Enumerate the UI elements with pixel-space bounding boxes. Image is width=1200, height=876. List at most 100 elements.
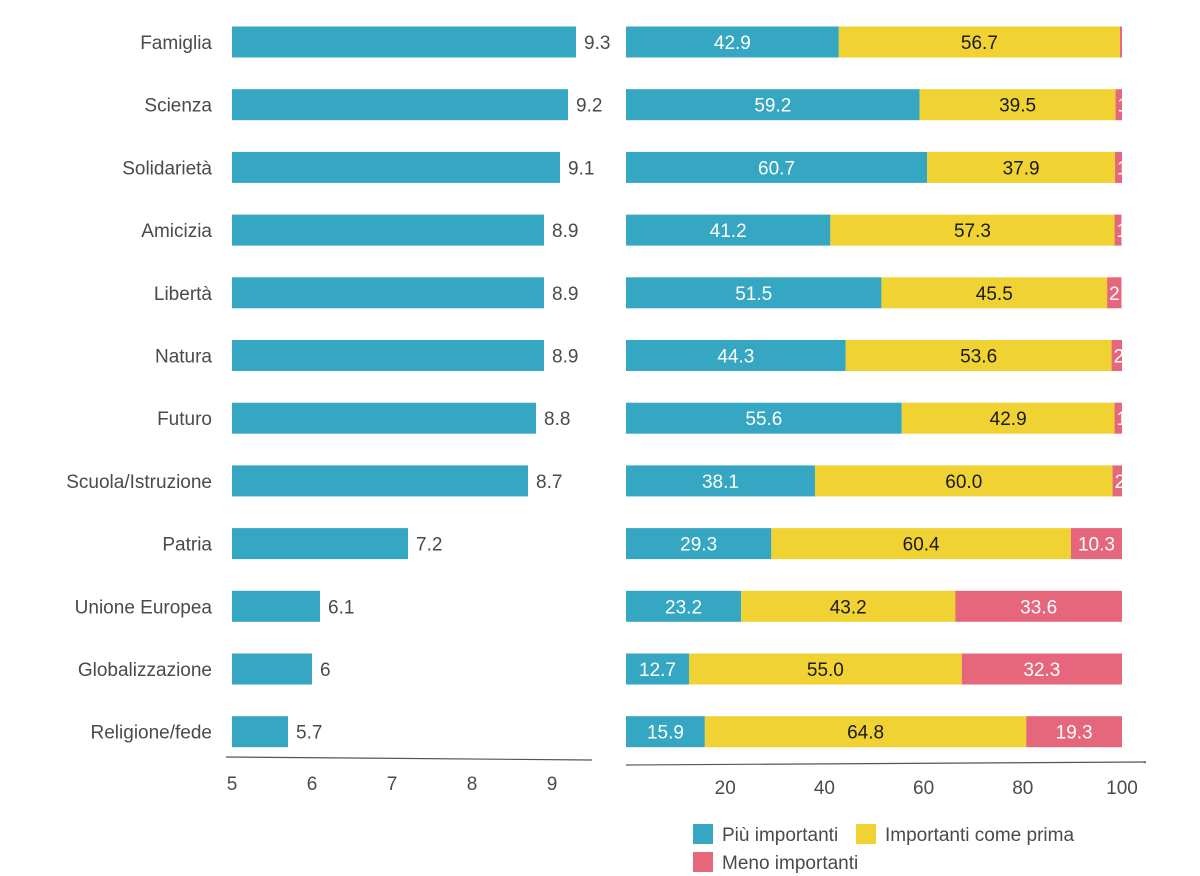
segment-value-label: 10.3 xyxy=(1078,535,1115,556)
category-label: Solidarietà xyxy=(122,158,212,179)
stacked-segment xyxy=(1070,528,1122,560)
stacked-segment xyxy=(961,653,1122,685)
segment-value-label: 1.6 xyxy=(1117,409,1143,430)
stacked-segment xyxy=(1115,151,1122,183)
category-label: Patria xyxy=(162,535,212,556)
segment-value-label: 60.0 xyxy=(945,472,982,493)
stacked-segment xyxy=(1026,716,1122,748)
segment-value-label: 51.5 xyxy=(735,284,772,305)
segment-value-label: 55.0 xyxy=(807,660,844,681)
bar-value-label: 8.9 xyxy=(552,284,578,305)
segment-value-label: 43.2 xyxy=(830,597,867,618)
legend-swatch xyxy=(856,824,876,844)
stacked-segment xyxy=(626,89,920,121)
stacked-segment xyxy=(704,716,1027,748)
segment-value-label: 41.2 xyxy=(710,221,747,242)
bar xyxy=(232,340,544,371)
stacked-segment xyxy=(955,590,1122,622)
bar xyxy=(232,214,544,246)
category-label: Religione/fede xyxy=(91,723,212,744)
stacked-segment xyxy=(1112,465,1122,497)
bar-value-label: 7.2 xyxy=(416,535,442,556)
bar-value-label: 8.9 xyxy=(552,347,578,368)
segment-value-label: 37.9 xyxy=(1003,158,1040,179)
bar-value-label: 9.1 xyxy=(568,158,594,179)
category-label: Futuro xyxy=(157,409,212,430)
bar xyxy=(232,402,536,434)
segment-value-label: 42.9 xyxy=(714,33,751,54)
stacked-segment xyxy=(741,590,956,622)
bar xyxy=(232,465,528,497)
segment-value-label: 60.7 xyxy=(758,158,795,179)
category-label: Amicizia xyxy=(141,221,212,242)
stacked-segment xyxy=(626,340,846,371)
legend-swatch xyxy=(693,824,713,844)
stacked-segment xyxy=(1114,214,1122,246)
segment-value-label: 38.1 xyxy=(702,472,739,493)
segment-value-label: 39.5 xyxy=(999,96,1036,117)
segment-value-label: 32.3 xyxy=(1023,660,1060,681)
segment-value-label: 60.4 xyxy=(903,535,940,556)
segment-value-label: 45.5 xyxy=(976,284,1013,305)
bar-value-label: 6 xyxy=(320,660,331,681)
stacked-segment xyxy=(881,277,1108,309)
stacked-segment xyxy=(1115,89,1122,121)
category-label: Natura xyxy=(155,347,212,368)
x-axis-line xyxy=(225,756,593,761)
category-label: Globalizzazione xyxy=(78,660,212,681)
category-label: Famiglia xyxy=(140,33,212,54)
stacked-segment xyxy=(626,716,705,748)
segment-value-label: 19.3 xyxy=(1056,723,1093,744)
bar-value-label: 9.3 xyxy=(584,33,610,54)
right-stacked-chart: 42.9 56.7 0.4 59.2 39.5 1.3 60.7 37.9 1.4 41.2 57.… xyxy=(625,26,1149,799)
bar xyxy=(232,653,312,685)
legend-label: Meno importanti xyxy=(722,853,858,874)
x-tick-label: 5 xyxy=(227,774,238,795)
stacked-segment xyxy=(626,590,742,622)
x-tick-label: 80 xyxy=(1012,778,1033,799)
bar-value-label: 8.9 xyxy=(552,221,578,242)
bar-value-label: 8.8 xyxy=(544,409,570,430)
legend: Più importanti Importanti come prima Meno … xyxy=(693,824,1074,874)
bar-value-label: 6.1 xyxy=(328,597,354,618)
bar xyxy=(232,89,568,121)
stacked-segment xyxy=(626,277,882,309)
segment-value-label: 12.7 xyxy=(639,660,676,681)
segment-value-label: 2.0 xyxy=(1115,472,1141,493)
stacked-segment xyxy=(626,151,928,183)
stacked-segment xyxy=(814,465,1113,497)
bar-value-label: 9.2 xyxy=(576,96,602,117)
stacked-segment xyxy=(1114,402,1122,434)
segment-value-label: 33.6 xyxy=(1020,597,1057,618)
stacked-segment xyxy=(626,465,815,497)
stacked-segment xyxy=(688,653,962,685)
bar xyxy=(232,151,560,183)
segment-value-label: 2.2 xyxy=(1114,347,1140,368)
bar xyxy=(232,528,408,560)
category-label: Scienza xyxy=(144,96,212,117)
x-tick-label: 20 xyxy=(715,778,736,799)
stacked-segment xyxy=(845,340,1112,371)
category-label: Unione Europea xyxy=(75,597,213,618)
x-tick-label: 40 xyxy=(814,778,835,799)
segment-value-label: 55.6 xyxy=(745,409,782,430)
stacked-segment xyxy=(626,528,772,560)
stacked-segment xyxy=(838,26,1121,58)
segment-value-label: 2.9 xyxy=(1109,284,1135,305)
segment-value-label: 42.9 xyxy=(990,409,1027,430)
segment-value-label: 0.4 xyxy=(1122,33,1149,54)
bar-value-label: 5.7 xyxy=(296,723,322,744)
bar xyxy=(232,716,288,748)
x-tick-label: 6 xyxy=(307,774,318,795)
stacked-segment xyxy=(1111,340,1122,371)
x-axis-line xyxy=(625,761,1147,766)
bar xyxy=(232,26,576,58)
bar xyxy=(232,277,544,309)
category-label: Scuola/Istruzione xyxy=(66,472,212,493)
stacked-segment xyxy=(626,402,902,434)
x-tick-label: 8 xyxy=(467,774,478,795)
bar xyxy=(232,590,320,622)
stacked-segment xyxy=(919,89,1116,121)
segment-value-label: 1.4 xyxy=(1117,158,1144,179)
